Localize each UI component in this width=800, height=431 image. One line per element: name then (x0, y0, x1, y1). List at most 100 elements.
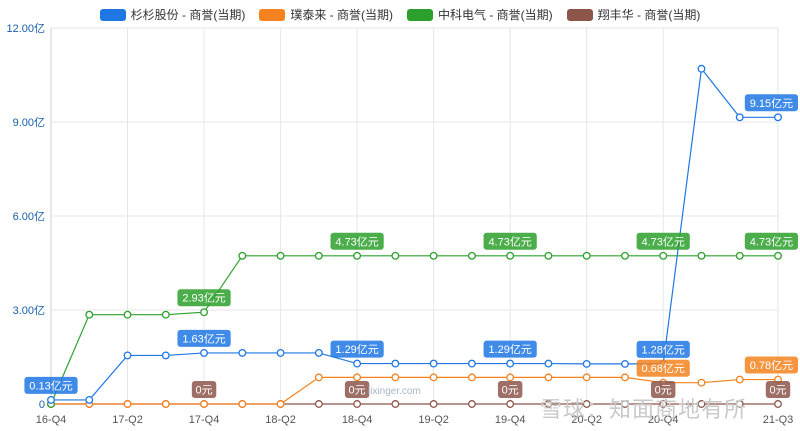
data-point (161, 351, 170, 360)
data-point (582, 400, 591, 408)
legend-label: 杉杉股份 - 商誉(当期) (130, 8, 246, 22)
legend-item[interactable]: 中科电气 - 商誉(当期) (407, 6, 553, 23)
data-label: 9.15亿元 (750, 97, 793, 110)
data-label: 0.78亿元 (750, 359, 793, 372)
data-label-bg (497, 381, 523, 398)
data-point (467, 400, 476, 408)
data-point (697, 251, 706, 260)
data-label: 4.73亿元 (488, 235, 531, 248)
data-point (85, 395, 94, 404)
data-point (276, 348, 285, 357)
x-tick-label: 21-Q3 (763, 414, 794, 426)
data-point (774, 251, 782, 260)
data-point (506, 373, 515, 382)
data-label: 0元 (769, 385, 786, 397)
data-point (506, 251, 515, 260)
data-point (429, 251, 438, 260)
data-point (620, 373, 629, 382)
data-point (735, 113, 744, 122)
data-label-bg (744, 94, 798, 112)
data-label-bg (744, 232, 798, 250)
data-point (467, 359, 476, 368)
data-point (353, 373, 362, 382)
data-point (314, 251, 323, 260)
legend-item[interactable]: 杉杉股份 - 商誉(当期) (99, 6, 246, 23)
x-tick-label: 17-Q4 (189, 414, 220, 426)
data-point (276, 251, 285, 260)
data-point (582, 359, 591, 368)
data-label-bg (636, 340, 690, 358)
data-point (735, 400, 744, 408)
data-point (697, 64, 706, 73)
data-point (620, 359, 629, 368)
data-label: 0元 (502, 385, 519, 397)
data-point (200, 308, 209, 317)
data-point (429, 400, 438, 408)
data-point (391, 400, 400, 408)
data-point (544, 400, 553, 408)
x-tick-label: 19-Q4 (495, 414, 526, 426)
data-label: 4.73亿元 (750, 235, 793, 248)
data-label: 1.63亿元 (182, 332, 225, 345)
x-tick-label: 20-Q4 (648, 414, 679, 426)
data-label-bg (330, 232, 384, 250)
data-label: 2.93亿元 (182, 292, 225, 305)
data-label-bg (765, 381, 791, 398)
data-point (353, 359, 362, 368)
data-point (161, 400, 170, 408)
data-label: 0元 (349, 385, 366, 397)
data-point (238, 400, 247, 408)
data-label: 0.13亿元 (29, 379, 72, 392)
data-label-bg (483, 232, 537, 250)
data-point (544, 359, 553, 368)
data-point (544, 373, 553, 382)
data-label-bg (483, 340, 537, 358)
data-point (200, 400, 209, 408)
data-label-bg (651, 381, 676, 398)
data-point (429, 373, 438, 382)
data-point (774, 400, 782, 408)
data-point (506, 400, 515, 408)
x-tick-label: 18-Q4 (342, 414, 373, 426)
x-tick-label: 16-Q4 (36, 414, 67, 426)
data-label: 0元 (655, 385, 672, 397)
data-point (391, 251, 400, 260)
data-point (429, 359, 438, 368)
legend-item[interactable]: 璞泰来 - 商誉(当期) (259, 6, 393, 23)
data-point (353, 251, 362, 260)
y-tick-label: 9.00亿 (13, 116, 45, 129)
data-point (123, 400, 132, 408)
x-tick-label: 19-Q2 (418, 414, 449, 426)
series-line (50, 255, 778, 405)
data-point (506, 359, 515, 368)
data-point (85, 310, 94, 319)
x-tick-label: 18-Q2 (265, 414, 296, 426)
data-label: 4.73亿元 (335, 235, 378, 248)
x-tick-label: 20-Q2 (571, 414, 602, 426)
data-point (659, 400, 668, 408)
data-point (697, 378, 706, 387)
data-point (276, 400, 285, 408)
data-point (238, 251, 247, 260)
legend-item[interactable]: 翔丰华 - 商誉(当期) (566, 6, 701, 23)
data-point (47, 395, 55, 404)
data-point (467, 251, 476, 260)
data-point (582, 251, 591, 260)
data-point (353, 400, 362, 408)
data-label-bg (24, 376, 78, 394)
data-label-bg (344, 381, 370, 398)
legend-swatch (259, 8, 286, 21)
data-point (314, 373, 323, 382)
legend-label: 翔丰华 - 商誉(当期) (597, 8, 701, 22)
data-label-bg (636, 359, 690, 377)
data-point (620, 251, 629, 260)
x-tick-label: 17-Q2 (112, 414, 143, 426)
legend-label: 中科电气 - 商誉(当期) (438, 8, 553, 22)
data-label-bg (191, 381, 217, 398)
data-point (123, 351, 132, 360)
data-point (314, 400, 323, 408)
legend-swatch (99, 8, 126, 21)
data-point (467, 373, 476, 382)
data-label: 1.28亿元 (641, 343, 684, 356)
